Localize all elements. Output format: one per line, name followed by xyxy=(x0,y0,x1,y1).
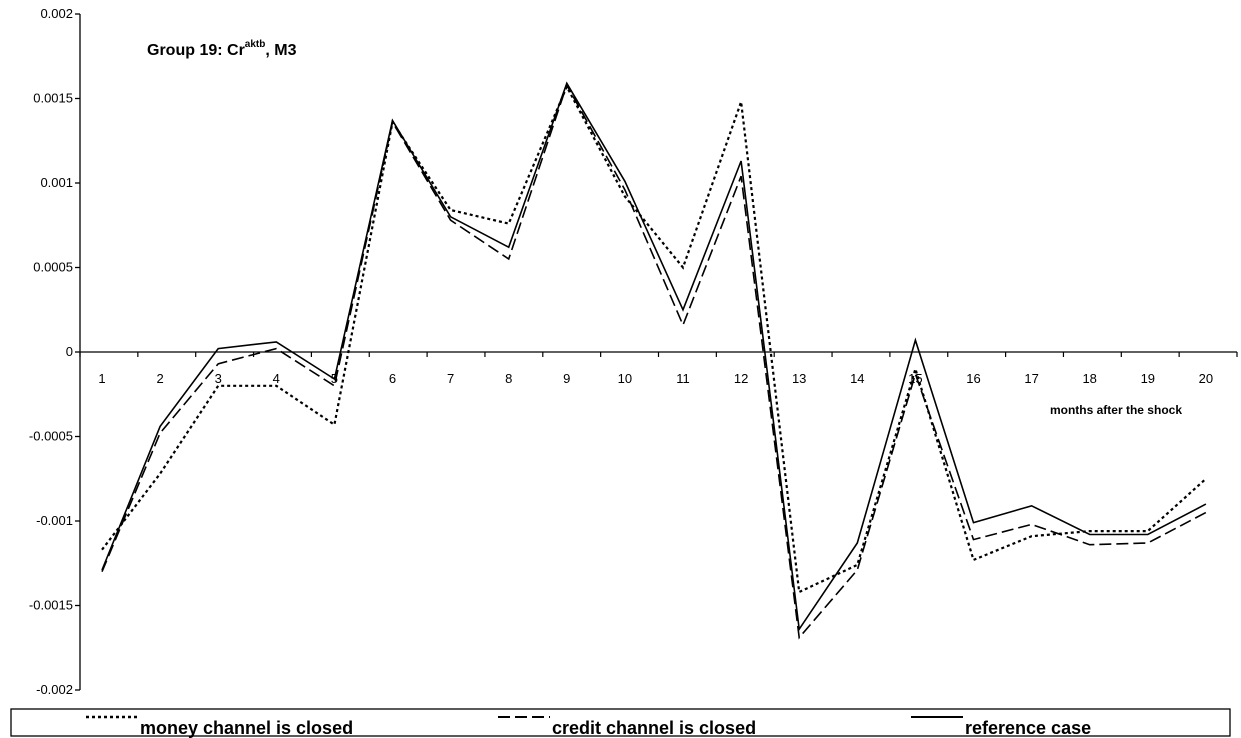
legend-box xyxy=(10,708,1231,737)
legend: money channel is closed credit channel is… xyxy=(10,708,1231,738)
x-tick-label: 17 xyxy=(1024,371,1038,386)
y-tick-label: -0.001 xyxy=(36,513,73,528)
x-tick-label: 7 xyxy=(447,371,454,386)
x-tick-label: 2 xyxy=(156,371,163,386)
x-tick-label: 18 xyxy=(1082,371,1096,386)
legend-label: credit channel is closed xyxy=(552,718,756,738)
chart-title-suffix: , M3 xyxy=(265,42,296,59)
x-tick-label: 1 xyxy=(98,371,105,386)
chart-title-prefix: Group 19: Cr xyxy=(147,42,245,59)
x-tick-label: 9 xyxy=(563,371,570,386)
y-tick-label: 0 xyxy=(66,344,73,359)
x-tick-label: 14 xyxy=(850,371,864,386)
x-tick-label: 3 xyxy=(215,371,222,386)
x-tick-label: 19 xyxy=(1141,371,1155,386)
x-axis-label: months after the shock xyxy=(1050,403,1182,417)
x-tick-label: 12 xyxy=(734,371,748,386)
series-layer xyxy=(101,81,1207,640)
chart-title: Group 19: Craktb, M3 xyxy=(147,39,297,59)
x-tick-label: 6 xyxy=(389,371,396,386)
series-line-reference-case xyxy=(101,81,1207,632)
series-line-money-channel-is-closed xyxy=(101,84,1207,594)
y-tick-label: 0.001 xyxy=(40,175,73,190)
x-tick-label: 8 xyxy=(505,371,512,386)
legend-label: reference case xyxy=(965,718,1091,738)
series-line-credit-channel-is-closed xyxy=(101,83,1207,640)
y-tick-label: -0.002 xyxy=(36,682,73,697)
chart-title-superscript: aktb xyxy=(245,39,266,50)
x-tick-label: 13 xyxy=(792,371,806,386)
x-tick-label: 16 xyxy=(966,371,980,386)
x-tick-label: 10 xyxy=(618,371,632,386)
x-tick-label: 11 xyxy=(676,371,690,386)
y-tick-label: -0.0015 xyxy=(29,598,73,613)
y-tick-label: 0.0015 xyxy=(33,91,73,106)
y-tick-label: 0.002 xyxy=(40,6,73,21)
y-ticks: 0.002 0.0015 0.001 0.0005 0 -0.0005 -0.001 -0.0… xyxy=(29,6,80,697)
x-ticks: 1 2 3 4 5 6 7 8 9 10 11 12 13 14 15 16 17 18 19 20 xyxy=(79,352,1238,386)
y-tick-label: 0.0005 xyxy=(33,260,73,275)
x-tick-label: 4 xyxy=(273,371,280,386)
y-tick-label: -0.0005 xyxy=(29,429,73,444)
legend-label: money channel is closed xyxy=(140,718,353,738)
x-tick-label: 20 xyxy=(1199,371,1213,386)
